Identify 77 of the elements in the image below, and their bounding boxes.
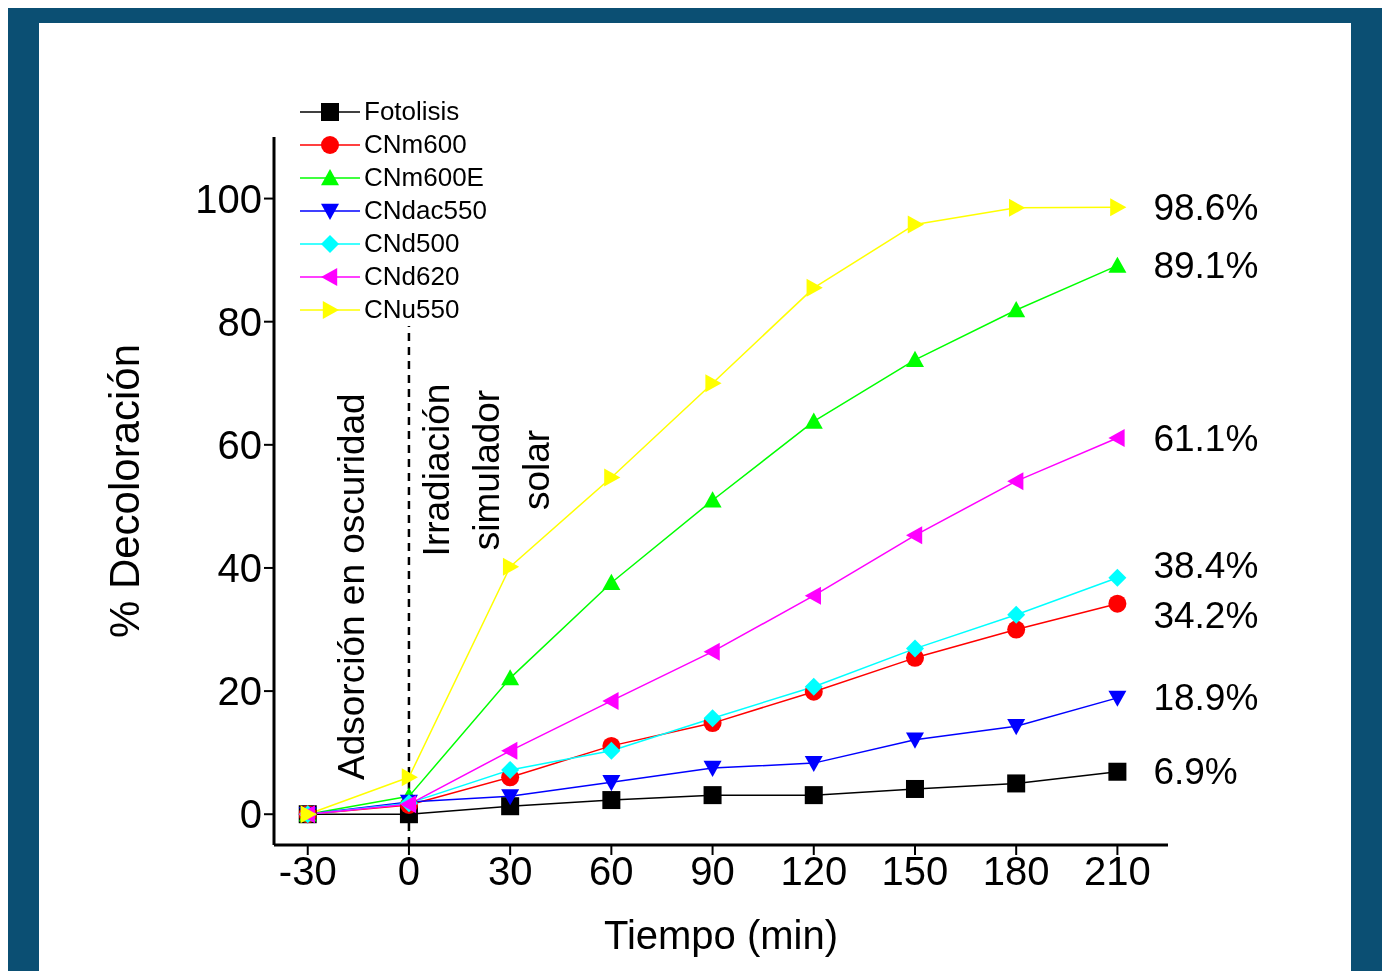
point bbox=[1108, 568, 1127, 587]
annotation: Adsorción en oscuridad bbox=[330, 393, 373, 780]
y-tick-label: 80 bbox=[217, 299, 262, 344]
point bbox=[804, 755, 823, 773]
legend-label: CNd620 bbox=[364, 261, 460, 292]
point bbox=[703, 709, 722, 728]
point bbox=[703, 491, 722, 508]
y-tick-label: 60 bbox=[217, 423, 262, 468]
data-label: 18.9% bbox=[1153, 677, 1259, 719]
data-label: 38.4% bbox=[1153, 545, 1259, 587]
point bbox=[602, 691, 619, 710]
point bbox=[602, 573, 621, 590]
x-tick-label: 180 bbox=[982, 849, 1050, 894]
data-label: 6.9% bbox=[1153, 751, 1238, 793]
point bbox=[804, 412, 823, 429]
point bbox=[804, 677, 823, 696]
point bbox=[1108, 429, 1125, 448]
point bbox=[1007, 620, 1026, 639]
x-tick-label: 150 bbox=[881, 849, 949, 894]
point bbox=[804, 786, 823, 805]
point bbox=[705, 374, 722, 393]
y-tick-label: 20 bbox=[217, 669, 262, 714]
point bbox=[703, 786, 722, 805]
point bbox=[703, 760, 722, 778]
y-axis-title: % Decoloración bbox=[100, 343, 148, 639]
x-tick-label: 90 bbox=[690, 849, 735, 894]
legend-label: CNm600E bbox=[364, 162, 484, 193]
y-tick-label: 100 bbox=[195, 176, 262, 221]
point bbox=[905, 779, 924, 798]
x-tick-label: 120 bbox=[780, 849, 848, 894]
point bbox=[1108, 762, 1127, 781]
y-tick-label: 0 bbox=[239, 792, 262, 837]
x-tick-label: 60 bbox=[589, 849, 634, 894]
data-label: 61.1% bbox=[1153, 417, 1259, 459]
point bbox=[1008, 198, 1026, 217]
x-tick-label: 0 bbox=[397, 849, 421, 894]
point bbox=[1108, 690, 1127, 707]
point bbox=[804, 586, 821, 605]
point bbox=[1007, 472, 1024, 491]
point bbox=[905, 350, 924, 368]
legend-label: CNu550 bbox=[364, 294, 460, 325]
legend-label: CNm600 bbox=[364, 129, 467, 160]
point bbox=[501, 760, 520, 779]
point bbox=[703, 642, 720, 661]
point bbox=[905, 639, 924, 658]
point bbox=[806, 278, 823, 297]
data-label: 34.2% bbox=[1153, 595, 1259, 637]
point bbox=[907, 215, 924, 234]
point bbox=[602, 741, 621, 760]
point bbox=[602, 775, 621, 792]
legend-label: Fotolisis bbox=[364, 96, 460, 127]
point bbox=[401, 768, 418, 787]
point bbox=[602, 791, 621, 810]
point bbox=[1007, 605, 1026, 624]
point bbox=[905, 732, 924, 749]
point bbox=[604, 468, 621, 487]
point bbox=[502, 557, 520, 576]
point bbox=[905, 526, 923, 545]
y-tick-label: 40 bbox=[217, 546, 262, 591]
point bbox=[1007, 718, 1026, 736]
point bbox=[501, 789, 520, 806]
point bbox=[1110, 198, 1127, 217]
legend-label: CNd500 bbox=[364, 228, 460, 259]
x-tick-label: -30 bbox=[278, 849, 337, 894]
point bbox=[501, 741, 518, 760]
x-tick-label: 30 bbox=[487, 849, 533, 894]
data-label: 89.1% bbox=[1153, 245, 1259, 287]
data-label: 98.6% bbox=[1153, 186, 1259, 228]
x-tick-label: 210 bbox=[1084, 849, 1151, 894]
annotation: Irradiación simulador solar bbox=[415, 382, 558, 559]
point bbox=[1108, 594, 1127, 613]
point bbox=[1007, 301, 1026, 318]
point bbox=[1007, 774, 1026, 793]
x-axis-title: Tiempo (min) bbox=[603, 913, 839, 957]
point bbox=[1108, 256, 1127, 273]
legend-label: CNdac550 bbox=[364, 195, 487, 226]
point bbox=[501, 669, 520, 686]
